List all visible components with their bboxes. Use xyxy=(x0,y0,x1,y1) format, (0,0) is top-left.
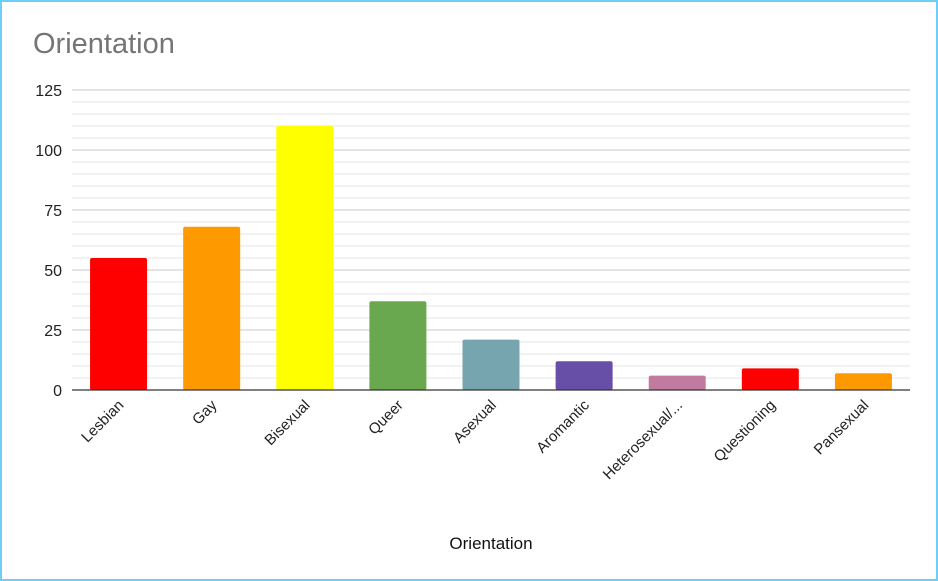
y-tick-label: 75 xyxy=(44,203,62,220)
bar-gay xyxy=(183,226,241,390)
x-tick-label: Pansexual xyxy=(811,397,873,459)
y-tick-label: 25 xyxy=(44,323,62,340)
bar-heterosexual xyxy=(648,375,706,390)
x-tick-label: Questioning xyxy=(711,397,780,466)
y-tick-label: 125 xyxy=(35,83,62,100)
y-axis-ticks: 0 25 50 75 100 125 xyxy=(35,83,62,400)
x-tick-label: Asexual xyxy=(450,397,500,447)
chart-title: Orientation xyxy=(33,28,175,60)
x-tick-label: Bisexual xyxy=(261,397,313,449)
x-tick-label: Gay xyxy=(189,396,221,428)
x-tick-label: Heterosexual/... xyxy=(600,397,686,483)
bars xyxy=(90,126,892,390)
y-tick-label: 50 xyxy=(44,263,62,280)
bar-aromantic xyxy=(555,361,613,390)
y-tick-label: 0 xyxy=(53,383,62,400)
bar-queer xyxy=(369,301,427,390)
x-tick-label: Aromantic xyxy=(533,396,593,456)
bar-lesbian xyxy=(90,258,148,390)
x-axis-ticks: Lesbian Gay Bisexual Queer Asexual Aromantic H… xyxy=(78,396,872,483)
x-axis-label: Orientation xyxy=(449,534,532,553)
bar-pansexual xyxy=(834,373,892,390)
x-tick-label: Queer xyxy=(365,397,407,439)
x-tick-label: Lesbian xyxy=(78,397,127,446)
bar-bisexual xyxy=(276,126,334,390)
bar-questioning xyxy=(741,368,799,390)
y-tick-label: 100 xyxy=(35,143,62,160)
bar-asexual xyxy=(462,339,520,390)
